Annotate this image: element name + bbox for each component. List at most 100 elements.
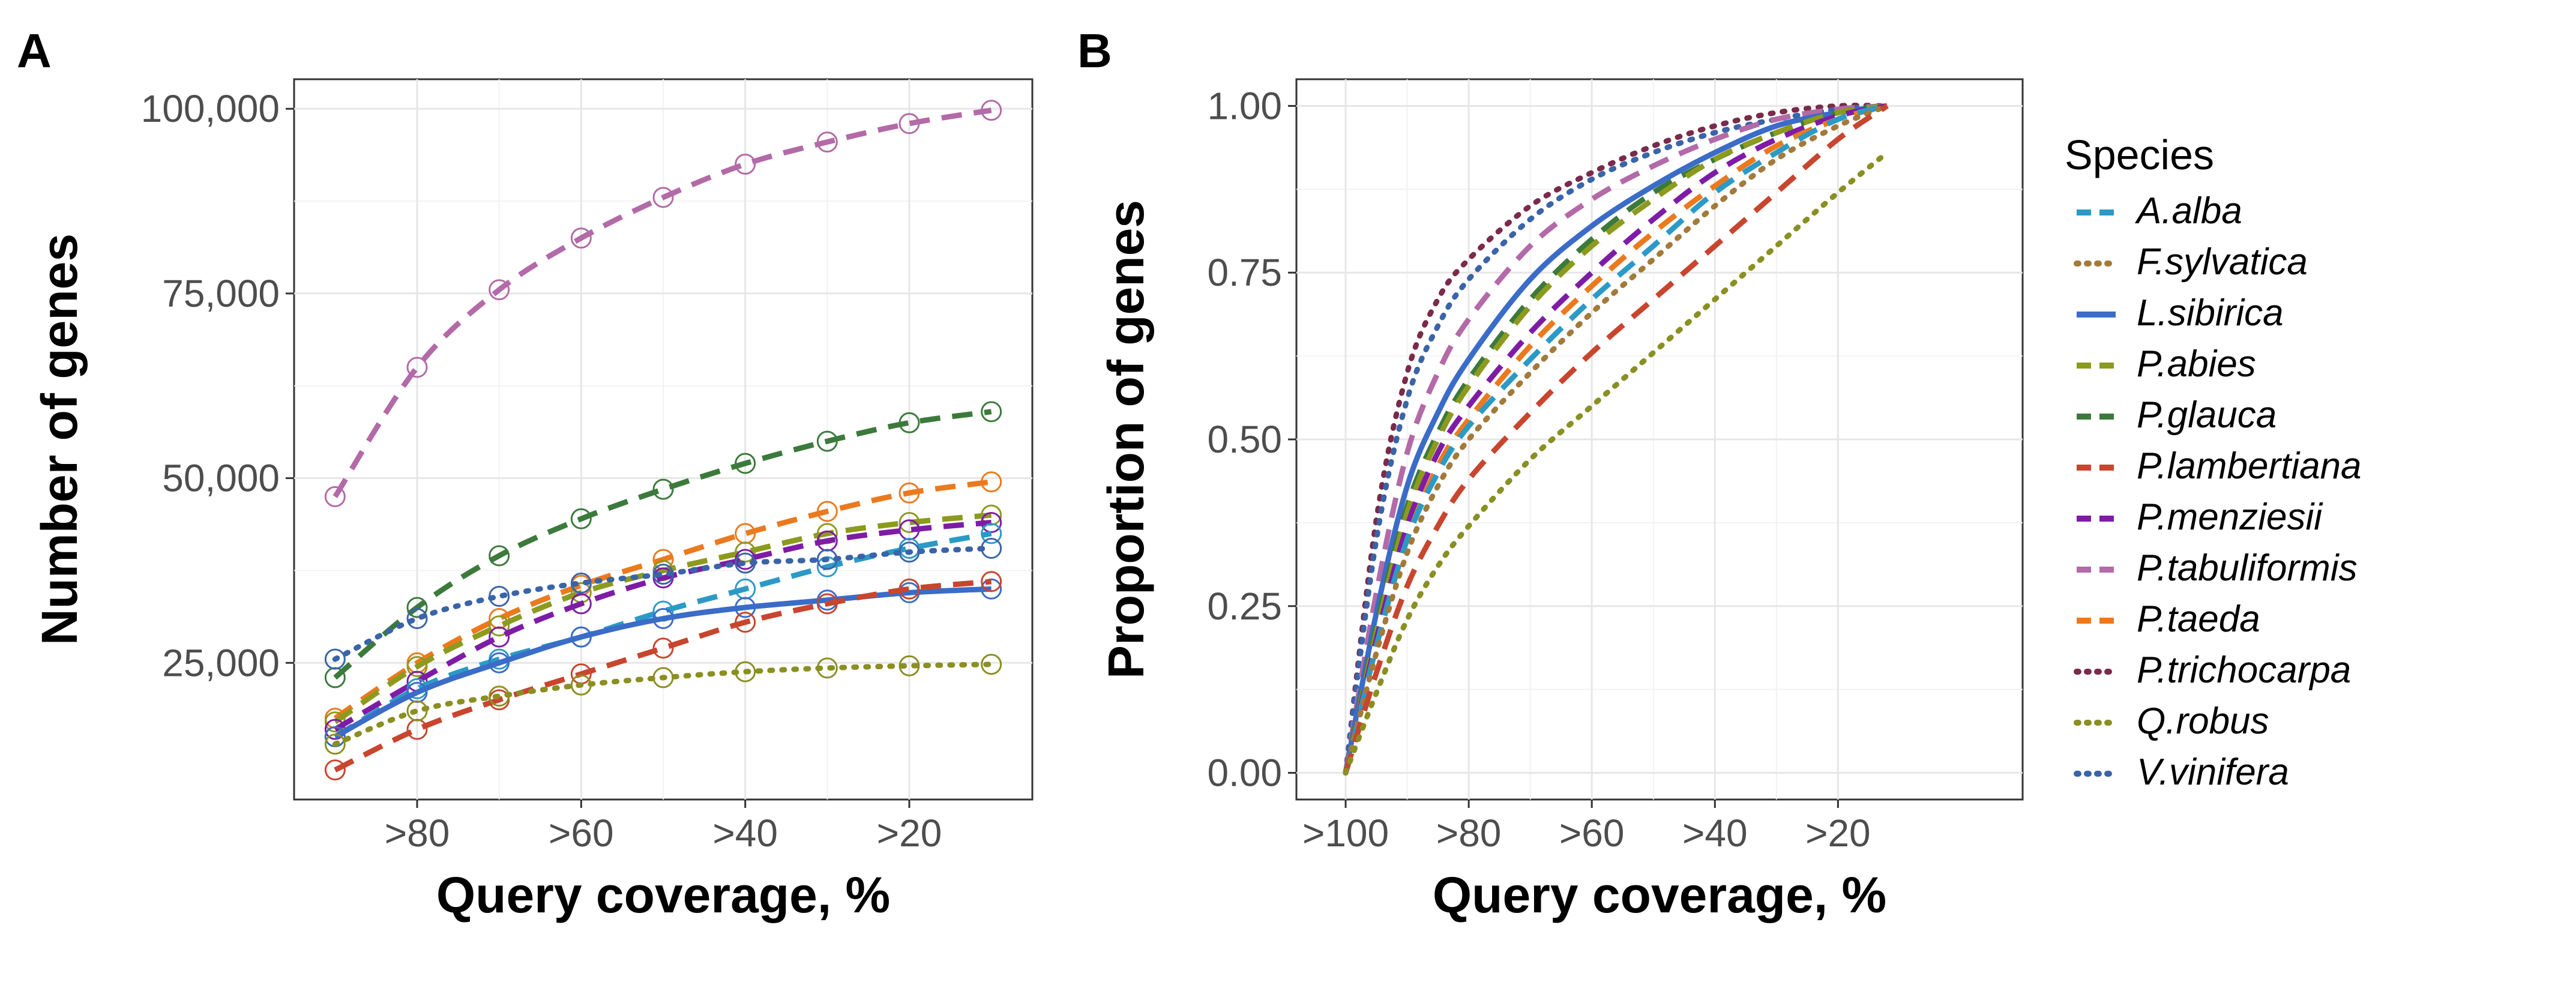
data-point-V.vinifera (735, 552, 756, 574)
data-point-Q.robus (324, 733, 346, 755)
x-tick-label: >60 (1559, 812, 1625, 855)
data-point-Q.robus (735, 661, 756, 682)
series-line-Q.robus (1343, 149, 1890, 776)
x-tick-label: >20 (1805, 812, 1871, 855)
data-point-P.glauca (570, 508, 592, 529)
data-point-V.vinifera (898, 541, 920, 563)
data-point-Q.robus (489, 685, 510, 707)
legend-label-A.alba: A.alba (2134, 190, 2242, 232)
series-line-P.trichocarpa (1343, 103, 1890, 776)
data-point-P.tabuliformis (324, 486, 346, 507)
x-tick-label: >60 (549, 812, 614, 855)
y-tick-label: 75,000 (162, 272, 280, 315)
panel-b-y-axis-title: Proportion of genes (1098, 200, 1154, 679)
data-point-Q.robus (816, 657, 838, 679)
data-point-P.glauca (981, 401, 1002, 423)
panel-a-ticks: 25,000 50,000 75,000 100,000 >80 >60 >40 >20 (141, 87, 942, 855)
data-point-Q.robus (898, 655, 920, 676)
data-point-P.tabuliformis (570, 227, 592, 249)
panel-b-x-axis-title: Query coverage, % (1433, 867, 1886, 923)
data-point-P.glauca (816, 430, 838, 452)
legend-label-F.sylvatica: F.sylvatica (2137, 241, 2308, 283)
data-point-L.sibirica (981, 578, 1002, 600)
data-point-L.sibirica (652, 607, 674, 629)
data-point-P.menziesii (489, 626, 510, 648)
data-point-P.glauca (735, 453, 756, 474)
data-point-P.abies (735, 541, 756, 563)
data-point-V.vinifera (324, 648, 346, 670)
data-point-P.abies (898, 511, 920, 533)
data-point-L.sibirica (735, 597, 756, 618)
data-point-P.lambertiana (324, 759, 346, 781)
data-point-Q.robus (981, 654, 1002, 675)
y-tick-label: 0.50 (1207, 418, 1282, 461)
panel-a-y-axis-title: Number of genes (31, 233, 88, 645)
data-point-P.glauca (652, 478, 674, 500)
legend-label-L.sibirica: L.sibirica (2137, 292, 2284, 334)
series-line-A.alba (1343, 103, 1888, 774)
panel-b-ticks: 0.00 0.25 0.50 0.75 1.00 >100 >80 >60 >40 >20 (1207, 84, 1870, 855)
series-line-P.taeda (333, 479, 992, 721)
x-tick-label: >80 (385, 812, 450, 855)
series-line-Q.robus (332, 661, 995, 747)
legend-label-P.trichocarpa: P.trichocarpa (2137, 649, 2351, 691)
data-point-P.tabuliformis (652, 187, 674, 208)
panel-b: B 0.00 0.25 0.50 0.75 1.00 >100 >80 >60 >40 >20 Q… (1077, 24, 2024, 923)
data-point-P.taeda (981, 471, 1002, 493)
data-point-V.vinifera (489, 586, 510, 607)
series-line-P.abies (333, 512, 992, 724)
series-line-F.sylvatica (1343, 103, 1890, 776)
y-tick-label: 25,000 (162, 641, 280, 684)
panel-a-x-axis-title: Query coverage, % (436, 867, 890, 923)
legend-label-P.abies: P.abies (2137, 343, 2256, 385)
series-line-P.lambertiana (334, 579, 992, 773)
legend-label-P.taeda: P.taeda (2137, 598, 2260, 640)
y-tick-label: 50,000 (162, 457, 280, 500)
y-tick-label: 0.25 (1207, 585, 1282, 628)
series-line-L.sibirica (1343, 103, 1888, 774)
data-point-Q.robus (570, 674, 592, 696)
legend-label-P.glauca: P.glauca (2137, 394, 2277, 436)
data-point-Q.robus (406, 700, 428, 721)
panel-a-series (324, 100, 1002, 781)
data-point-V.vinifera (570, 572, 592, 594)
series-line-P.tabuliformis (1343, 103, 1888, 774)
data-point-P.lambertiana (816, 593, 838, 615)
data-point-P.menziesii (981, 511, 1002, 533)
data-point-P.lambertiana (735, 612, 756, 633)
y-tick-label: 0.00 (1207, 752, 1282, 795)
data-point-P.tabuliformis (898, 113, 920, 134)
data-point-P.abies (489, 615, 510, 637)
legend-title: Species (2065, 131, 2214, 178)
data-point-V.vinifera (652, 564, 674, 585)
x-tick-label: >20 (877, 812, 942, 855)
series-line-V.vinifera (332, 546, 995, 662)
data-point-P.tabuliformis (816, 131, 838, 153)
data-point-P.taeda (898, 482, 920, 504)
data-point-P.menziesii (570, 593, 592, 615)
y-tick-label: 100,000 (141, 87, 280, 130)
data-point-L.sibirica (489, 652, 510, 673)
x-tick-label: >100 (1302, 812, 1389, 855)
data-point-P.tabuliformis (735, 154, 756, 175)
data-point-P.taeda (816, 501, 838, 522)
data-point-P.lambertiana (981, 571, 1002, 592)
data-point-V.vinifera (816, 549, 838, 570)
panel-b-series (1343, 103, 1890, 776)
y-tick-label: 1.00 (1207, 84, 1282, 127)
series-line-P.menziesii (334, 520, 992, 732)
data-point-P.lambertiana (898, 578, 920, 600)
data-point-P.abies (406, 655, 428, 677)
legend-label-V.vinifera: V.vinifera (2137, 752, 2289, 793)
data-point-P.tabuliformis (406, 357, 428, 378)
x-tick-label: >40 (712, 812, 778, 855)
legend: Species A.alba F.sylvatica L.sibirica P.abi… (2065, 131, 2362, 793)
data-point-P.glauca (489, 545, 510, 567)
data-point-P.tabuliformis (981, 100, 1002, 121)
series-line-A.alba (334, 531, 992, 739)
legend-label-P.menziesii: P.menziesii (2137, 496, 2323, 538)
panel-b-grid (1296, 79, 2023, 800)
data-point-P.glauca (898, 412, 920, 433)
